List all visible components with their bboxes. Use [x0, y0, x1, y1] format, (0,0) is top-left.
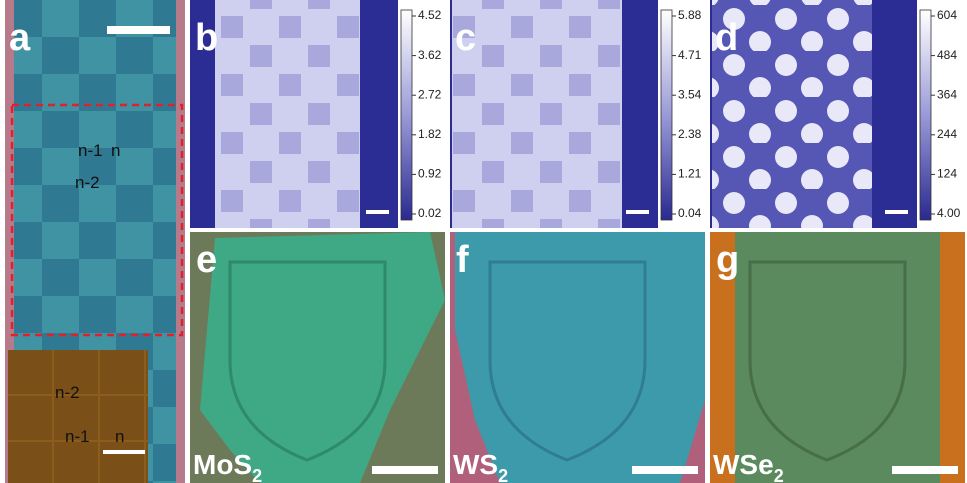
panel-label: e	[196, 239, 217, 281]
panel-label: f	[456, 239, 469, 281]
inset-annotation: n-1	[65, 427, 90, 446]
flake	[215, 0, 360, 228]
colorbar-label: 5.88	[678, 8, 702, 22]
colorbar-label: 0.92	[418, 167, 442, 181]
figure: a n-1 n n-2 n-2 n-1 n b 4.52 3.62 2.72 1.82 0…	[0, 0, 967, 483]
colorbar-label: 4.71	[678, 48, 702, 62]
colorbar-label: 364	[937, 87, 957, 101]
colorbar-label: 4.00	[937, 206, 961, 220]
colorbar	[920, 10, 931, 220]
colorbar-label: 4.52	[418, 8, 442, 22]
panel-label: c	[455, 17, 476, 59]
inset-annotation: n-2	[55, 383, 80, 402]
colorbar-label: 3.62	[418, 48, 442, 62]
panel-label: g	[716, 239, 739, 281]
scale-bar	[892, 466, 958, 474]
flake	[735, 232, 940, 483]
colorbar-label: 0.04	[678, 206, 702, 220]
colorbar	[661, 10, 672, 220]
colorbar-label: 244	[937, 127, 957, 141]
colorbar-label: 484	[937, 48, 957, 62]
material-name: MoS2	[193, 449, 262, 483]
panel-label: b	[195, 17, 218, 59]
scale-bar	[626, 210, 649, 214]
material-name: WSe2	[713, 449, 784, 483]
scale-bar	[107, 26, 170, 34]
inset-annotation: n	[115, 427, 124, 446]
material-subscript: 2	[498, 466, 508, 483]
scale-bar	[372, 466, 438, 474]
annotation: n	[111, 141, 120, 160]
material-formula: MoS	[193, 449, 252, 480]
scale-bar	[366, 210, 389, 214]
colorbar-label: 604	[937, 8, 957, 22]
colorbar-label: 1.21	[678, 167, 702, 181]
panel-label: a	[9, 17, 31, 59]
scale-bar	[885, 210, 908, 214]
flake	[455, 232, 705, 483]
material-subscript: 2	[252, 466, 262, 483]
colorbar-label: 3.54	[678, 87, 702, 101]
annotation: n-2	[75, 173, 100, 192]
colorbar-label: 0.02	[418, 206, 442, 220]
material-subscript: 2	[774, 466, 784, 483]
scale-bar	[632, 466, 698, 474]
material-formula: WSe	[713, 449, 774, 480]
inset-image	[8, 350, 148, 483]
panel-label: d	[715, 17, 738, 59]
colorbar-label: 2.72	[418, 87, 442, 101]
flake	[452, 0, 622, 228]
inset-scale-bar	[103, 450, 145, 454]
annotation: n-1	[78, 141, 103, 160]
colorbar	[401, 10, 412, 220]
material-formula: WS	[453, 449, 498, 480]
colorbar-label: 124	[937, 167, 957, 181]
colorbar-label: 2.38	[678, 127, 702, 141]
colorbar-label: 1.82	[418, 127, 442, 141]
